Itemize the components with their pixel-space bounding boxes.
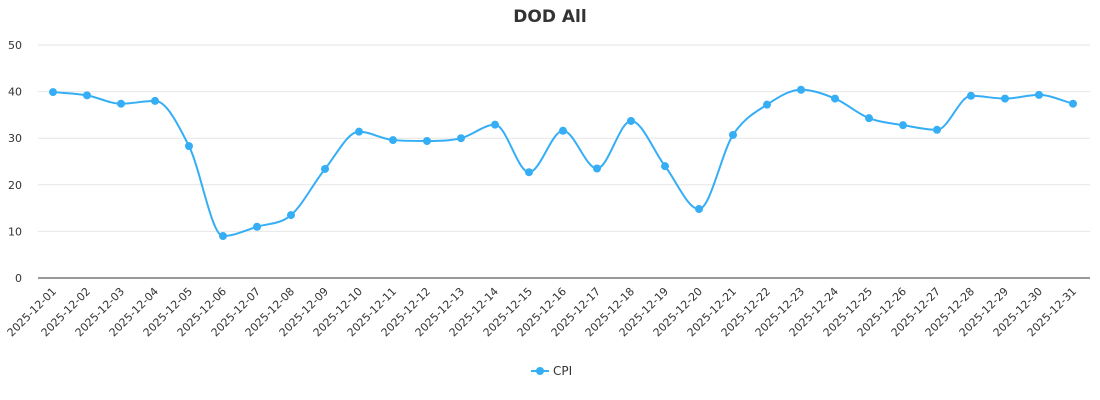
y-tick-label: 20 [8, 179, 22, 192]
y-tick-label: 40 [8, 86, 22, 99]
data-point[interactable] [1001, 94, 1009, 103]
data-point[interactable] [593, 164, 601, 173]
y-tick-label: 0 [15, 272, 22, 285]
data-point[interactable] [967, 91, 975, 100]
data-point[interactable] [729, 130, 737, 139]
data-point[interactable] [457, 134, 465, 143]
data-point[interactable] [117, 99, 125, 108]
data-point[interactable] [423, 136, 431, 145]
data-point[interactable] [49, 88, 57, 97]
series-layer [49, 85, 1077, 241]
data-point[interactable] [763, 100, 771, 109]
data-point[interactable] [559, 126, 567, 135]
data-point[interactable] [627, 116, 635, 125]
data-point[interactable] [491, 120, 499, 129]
data-point[interactable] [185, 142, 193, 151]
legend-marker-icon[interactable] [536, 367, 544, 375]
data-point[interactable] [695, 205, 703, 214]
chart-title: DOD All [513, 7, 586, 27]
data-point[interactable] [355, 127, 363, 136]
data-point[interactable] [83, 91, 91, 100]
y-tick-label: 30 [8, 132, 22, 145]
legend-label[interactable]: CPI [553, 364, 572, 378]
y-axis: 0 10 20 30 40 50 [8, 39, 22, 285]
x-axis: 2025-12-012025-12-022025-12-032025-12-04… [5, 277, 1090, 339]
data-point[interactable] [933, 125, 941, 134]
data-point[interactable] [321, 164, 329, 173]
data-point[interactable] [831, 94, 839, 103]
data-point[interactable] [389, 136, 397, 145]
legend[interactable]: CPI [531, 364, 572, 378]
data-point[interactable] [151, 96, 159, 105]
data-point[interactable] [661, 162, 669, 171]
data-point[interactable] [219, 232, 227, 241]
data-point[interactable] [899, 121, 907, 130]
y-tick-label: 50 [8, 39, 22, 52]
data-point[interactable] [253, 222, 261, 231]
data-point[interactable] [525, 168, 533, 177]
data-point[interactable] [865, 114, 873, 123]
data-point[interactable] [797, 85, 805, 94]
series-line-cpi [52, 88, 1074, 238]
data-point[interactable] [1069, 99, 1077, 108]
y-tick-label: 10 [8, 225, 22, 238]
data-point[interactable] [287, 211, 295, 220]
data-point[interactable] [1035, 90, 1043, 99]
grid-lines [38, 44, 1090, 232]
